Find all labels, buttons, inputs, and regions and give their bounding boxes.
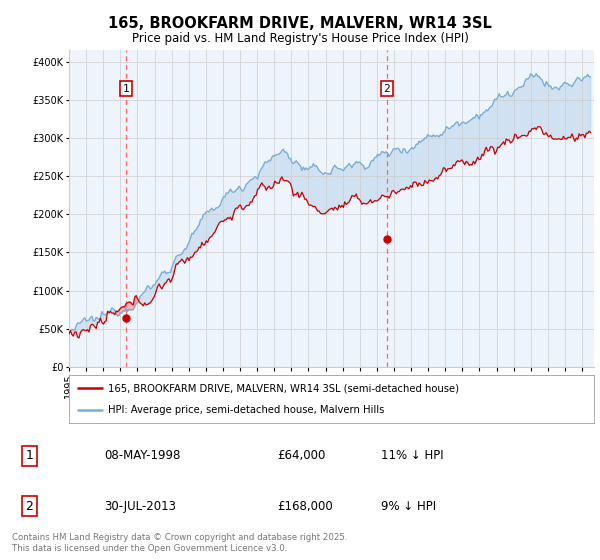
Text: Price paid vs. HM Land Registry's House Price Index (HPI): Price paid vs. HM Land Registry's House … [131,32,469,45]
Text: 165, BROOKFARM DRIVE, MALVERN, WR14 3SL: 165, BROOKFARM DRIVE, MALVERN, WR14 3SL [108,16,492,31]
Text: 30-JUL-2013: 30-JUL-2013 [104,500,176,513]
Text: 1: 1 [123,83,130,94]
Text: 9% ↓ HPI: 9% ↓ HPI [380,500,436,513]
Text: 1: 1 [25,449,33,463]
Text: 11% ↓ HPI: 11% ↓ HPI [380,449,443,463]
Text: 2: 2 [383,83,390,94]
Text: £168,000: £168,000 [277,500,333,513]
Text: Contains HM Land Registry data © Crown copyright and database right 2025.
This d: Contains HM Land Registry data © Crown c… [12,533,347,553]
Text: HPI: Average price, semi-detached house, Malvern Hills: HPI: Average price, semi-detached house,… [109,405,385,415]
Text: 2: 2 [25,500,33,513]
Text: £64,000: £64,000 [277,449,325,463]
Text: 08-MAY-1998: 08-MAY-1998 [104,449,181,463]
Text: 165, BROOKFARM DRIVE, MALVERN, WR14 3SL (semi-detached house): 165, BROOKFARM DRIVE, MALVERN, WR14 3SL … [109,383,460,393]
